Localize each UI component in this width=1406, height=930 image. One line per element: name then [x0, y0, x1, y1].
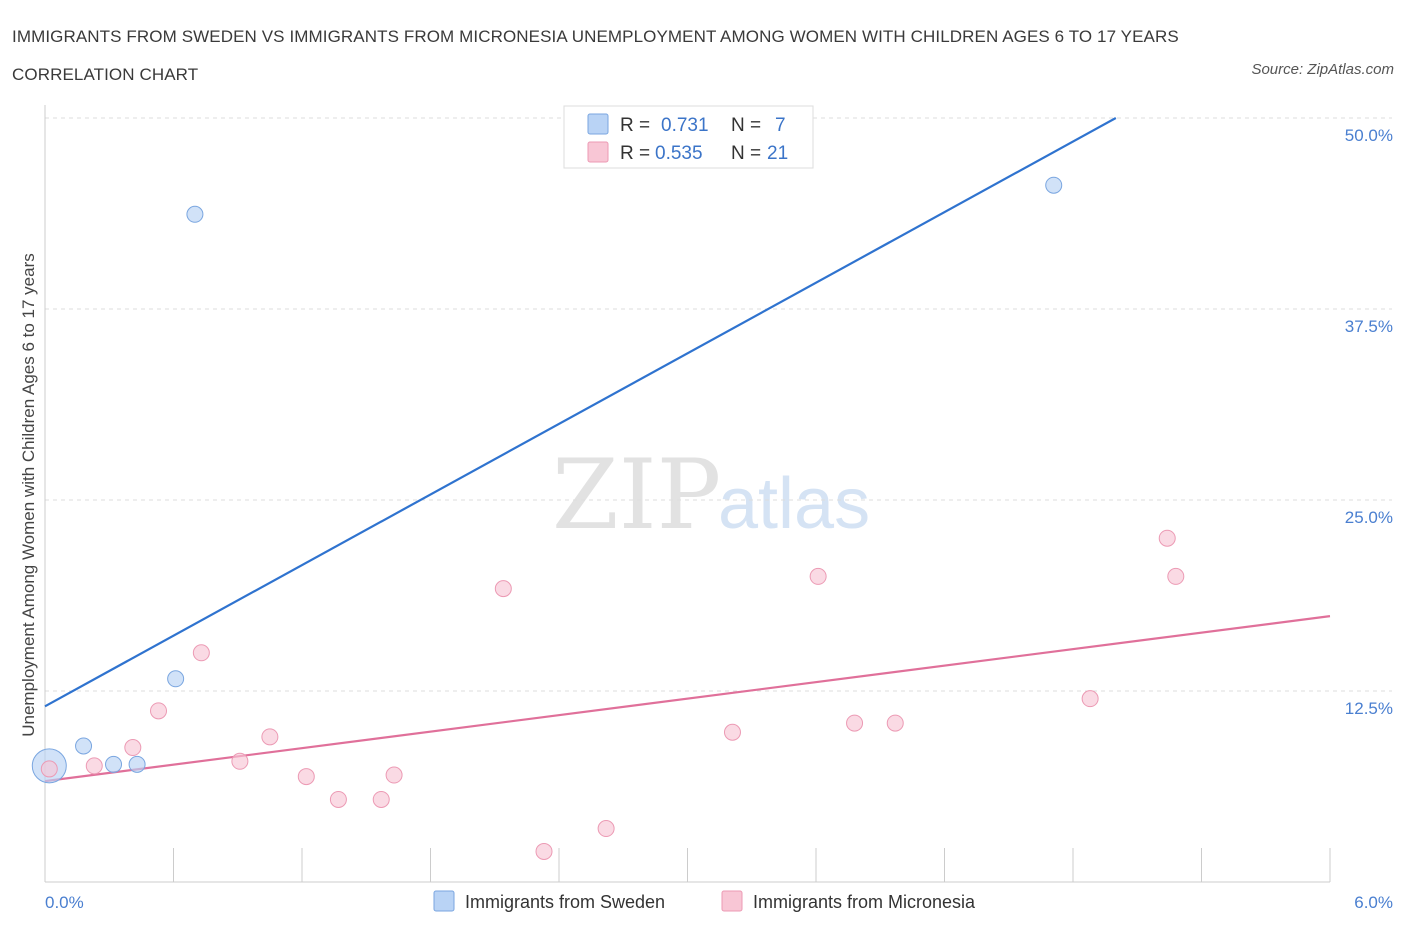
data-point-micronesia [85, 757, 103, 775]
watermark-zip: ZIP [552, 439, 721, 551]
data-point-micronesia [372, 790, 390, 808]
data-point-micronesia [124, 739, 142, 757]
data-point-sweden [105, 755, 123, 773]
series-legend-label-sweden: Immigrants from Sweden [465, 892, 665, 912]
legend-r-value-micronesia: 0.535 [655, 143, 703, 164]
series-legend: Immigrants from Sweden Immigrants from M… [433, 890, 976, 912]
data-point-micronesia [40, 760, 58, 778]
x-tick-label: 6.0% [1354, 893, 1393, 912]
data-point-micronesia [261, 728, 279, 746]
trend-lines [44, 117, 1331, 783]
legend-r-label-sweden: R = [620, 115, 650, 136]
data-point-sweden [186, 205, 204, 223]
grid [45, 117, 1392, 692]
data-points [31, 176, 1185, 860]
data-point-micronesia [809, 567, 827, 585]
y-tick-label: 12.5% [1345, 699, 1393, 718]
data-point-micronesia [192, 644, 210, 662]
data-point-sweden [167, 670, 185, 688]
trend-line-micronesia [44, 615, 1331, 783]
y-tick-label: 25.0% [1345, 508, 1393, 527]
data-point-micronesia [385, 766, 403, 784]
source-credit: Source: ZipAtlas.com [1251, 61, 1394, 78]
data-point-micronesia [297, 768, 315, 786]
legend-swatch-sweden [587, 113, 609, 135]
y-tick-label: 37.5% [1345, 317, 1393, 336]
stats-legend: R = 0.731 N = 7 R = 0.535 N = 21 [563, 105, 814, 169]
data-point-micronesia [535, 842, 553, 860]
data-point-micronesia [150, 702, 168, 720]
data-point-sweden [128, 755, 146, 773]
tick-labels: 12.5% 25.0% 37.5% 50.0% 0.0% 6.0% [45, 126, 1393, 912]
data-point-micronesia [1167, 567, 1185, 585]
y-tick-label: 50.0% [1345, 126, 1393, 145]
data-point-micronesia [1158, 529, 1176, 547]
data-point-sweden [1045, 176, 1063, 194]
series-legend-swatch-sweden [433, 890, 455, 912]
x-tick-label: 0.0% [45, 893, 84, 912]
watermark: ZIP atlas [552, 439, 870, 551]
legend-n-label-micronesia: N = [731, 143, 761, 164]
legend-swatch-micronesia [587, 141, 609, 163]
legend-n-value-micronesia: 21 [767, 143, 788, 164]
legend-n-label-sweden: N = [731, 115, 761, 136]
data-point-micronesia [231, 752, 249, 770]
series-legend-swatch-micronesia [721, 890, 743, 912]
trend-line-sweden [44, 117, 1117, 708]
y-axis-label: Unemployment Among Women with Children A… [19, 253, 38, 737]
data-point-micronesia [329, 790, 347, 808]
legend-r-label-micronesia: R = [620, 143, 650, 164]
legend-n-value-sweden: 7 [775, 115, 786, 136]
data-point-micronesia [597, 820, 615, 838]
data-point-micronesia [1081, 690, 1099, 708]
series-legend-label-micronesia: Immigrants from Micronesia [753, 892, 976, 912]
legend-r-value-sweden: 0.731 [661, 115, 709, 136]
data-point-micronesia [846, 714, 864, 732]
data-point-micronesia [723, 723, 741, 741]
watermark-atlas: atlas [718, 464, 870, 544]
data-point-micronesia [494, 580, 512, 598]
data-point-sweden [75, 737, 93, 755]
data-point-micronesia [886, 714, 904, 732]
chart-title: IMMIGRANTS FROM SWEDEN VS IMMIGRANTS FRO… [12, 27, 1179, 84]
